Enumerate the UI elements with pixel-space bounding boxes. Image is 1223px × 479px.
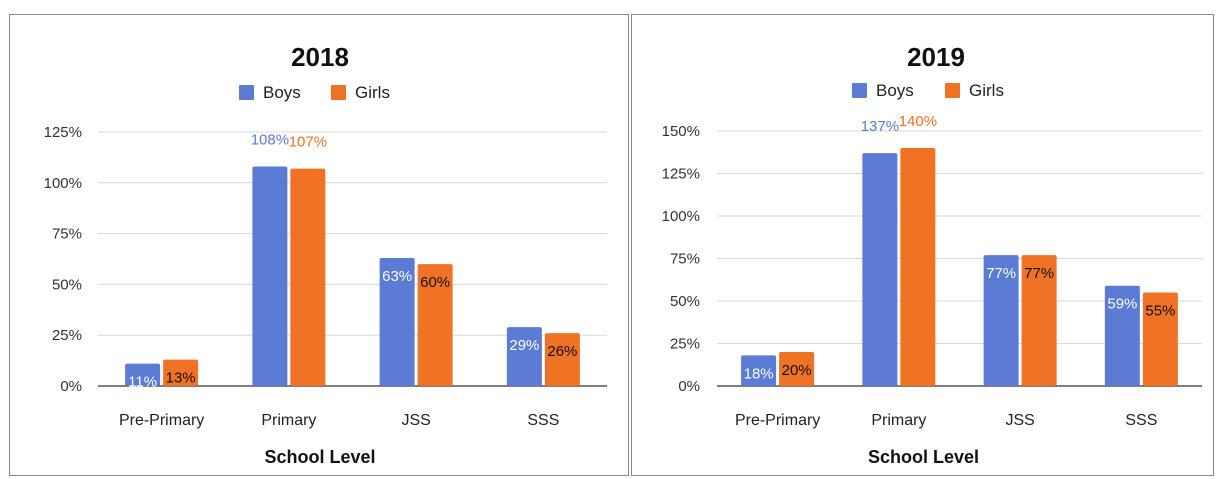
bar-boys-primary — [862, 153, 898, 386]
data-label: 11% — [128, 374, 157, 391]
x-axis-title: School Level — [868, 447, 979, 467]
bar-boys-jss — [983, 255, 1019, 386]
x-category-label: SSS — [1125, 412, 1157, 429]
bar-boys-jss — [379, 257, 415, 386]
y-tick-label: 0% — [60, 378, 82, 395]
legend-swatch-boys — [239, 85, 254, 100]
bar-chart-2019: 2019 Boys Girls 0% 25% 50% 75% 100% 125% 150% 18% 2… — [662, 42, 1202, 467]
data-label: 77% — [1024, 265, 1054, 282]
y-tick-label: 0% — [678, 378, 700, 395]
data-label: 137% — [861, 118, 899, 135]
legend-label-girls: Girls — [969, 81, 1004, 100]
x-category-label: SSS — [527, 412, 559, 429]
y-tick-label: 125% — [44, 124, 82, 141]
legend-label-boys: Boys — [876, 81, 914, 100]
data-label: 60% — [420, 274, 450, 291]
y-tick-label: 100% — [44, 175, 82, 192]
bar-boys-pre-primary — [125, 363, 161, 386]
chart-panel-2018: 2018 Boys Girls 0% 25% 50% 75% 100% 125% 11% 13% Pr… — [9, 14, 629, 476]
bar-girls-sss — [1142, 292, 1178, 386]
bar-boys-sss — [1104, 285, 1140, 386]
data-label: 77% — [986, 265, 1016, 282]
x-category-label: JSS — [1005, 412, 1034, 429]
legend-label-girls: Girls — [355, 83, 390, 102]
x-category-label: JSS — [401, 412, 430, 429]
y-tick-label: 50% — [52, 276, 82, 293]
legend-label-boys: Boys — [263, 83, 301, 102]
x-category-label: Pre-Primary — [735, 412, 820, 429]
bar-girls-jss — [417, 264, 453, 386]
legend-swatch-girls — [331, 85, 346, 100]
data-label: 18% — [744, 365, 774, 382]
y-tick-label: 50% — [670, 293, 700, 310]
bar-girls-primary — [900, 148, 936, 386]
x-axis-title: School Level — [264, 447, 375, 467]
bar-girls-primary — [290, 168, 326, 386]
bar-boys-sss — [506, 327, 542, 386]
data-label: 55% — [1145, 303, 1175, 320]
bar-girls-pre-primary — [163, 359, 199, 386]
data-label: 13% — [166, 370, 196, 387]
data-label: 20% — [782, 362, 812, 379]
data-label: 26% — [547, 343, 577, 360]
chart-panel-2019: 2019 Boys Girls 0% 25% 50% 75% 100% 125% 150% 18% 2… — [631, 14, 1214, 476]
x-category-label: Pre-Primary — [119, 412, 204, 429]
y-tick-label: 75% — [52, 226, 82, 243]
x-category-label: Primary — [871, 412, 926, 429]
bar-boys-primary — [252, 166, 288, 386]
bar-boys-pre-primary — [741, 355, 777, 386]
y-tick-label: 125% — [662, 166, 700, 183]
y-tick-label: 25% — [670, 336, 700, 353]
data-label: 108% — [251, 132, 289, 149]
y-tick-label: 75% — [670, 251, 700, 268]
legend-swatch-boys — [852, 83, 867, 98]
data-label: 140% — [899, 113, 937, 130]
legend-swatch-girls — [945, 83, 960, 98]
chart-title: 2019 — [907, 42, 965, 72]
bar-girls-pre-primary — [779, 352, 815, 386]
bar-chart-2018: 2018 Boys Girls 0% 25% 50% 75% 100% 125% 11% 13% Pr… — [44, 42, 607, 467]
bar-girls-sss — [544, 333, 580, 386]
data-label: 63% — [382, 268, 412, 285]
y-tick-label: 150% — [662, 123, 700, 140]
data-label: 29% — [509, 337, 539, 354]
y-tick-label: 25% — [52, 327, 82, 344]
chart-title: 2018 — [291, 42, 349, 72]
y-tick-label: 100% — [662, 208, 700, 225]
data-label: 107% — [289, 134, 327, 151]
bar-girls-jss — [1021, 255, 1057, 386]
x-category-label: Primary — [261, 412, 316, 429]
data-label: 59% — [1107, 296, 1137, 313]
